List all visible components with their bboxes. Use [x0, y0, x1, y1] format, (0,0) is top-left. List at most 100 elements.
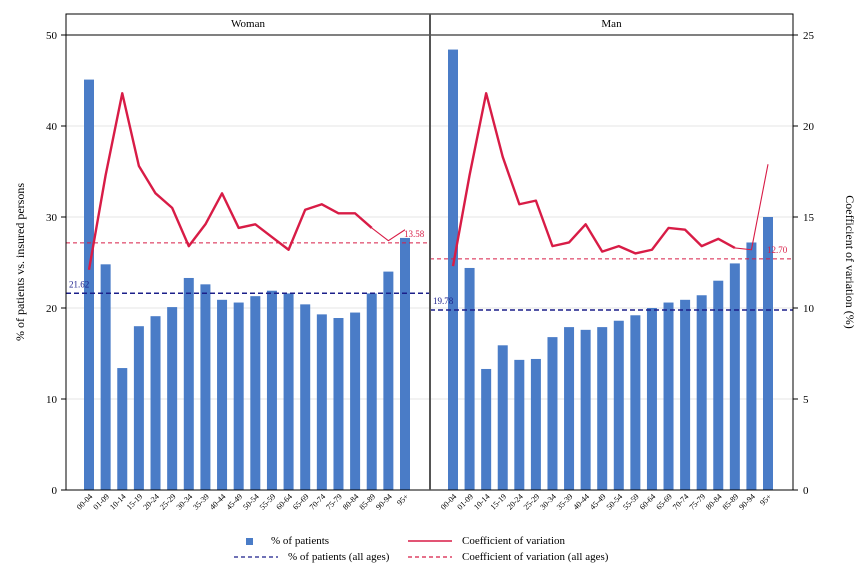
avg-patients-label: 21.62 [69, 279, 89, 289]
legend-label-cv-all: Coefficient of variation (all ages) [462, 551, 609, 563]
bar [729, 263, 740, 490]
x-tick-label: 55-59 [258, 492, 278, 512]
bar [646, 308, 657, 490]
bar [746, 242, 757, 490]
x-tick-label: 15-19 [489, 492, 509, 512]
x-tick-label: 35-39 [191, 492, 211, 512]
y2-axis-title: Coefficient of variation (%) [843, 195, 857, 328]
bar [464, 267, 475, 490]
x-tick-label: 15-19 [125, 492, 145, 512]
x-tick-label: 85-89 [358, 492, 378, 512]
bar [713, 280, 724, 490]
x-tick-label: 50-54 [241, 492, 261, 512]
x-tick-label: 45-49 [225, 492, 245, 512]
y-axis-title: % of patients vs. insured persons [13, 183, 27, 341]
bar [630, 315, 641, 490]
bar [613, 320, 624, 490]
x-tick-label: 90-94 [737, 492, 757, 512]
x-tick-label: 70-74 [308, 492, 328, 512]
bar [366, 293, 377, 490]
bar [150, 316, 161, 490]
x-tick-label: 25-29 [158, 492, 178, 512]
legend-swatch-cv-all-line [408, 556, 452, 558]
legend-swatch-patients-all-line [234, 556, 278, 558]
x-tick-label: 01-09 [455, 492, 475, 512]
x-tick-label: 10-14 [108, 492, 128, 512]
bar [448, 49, 458, 491]
x-tick-label: 50-54 [605, 492, 625, 512]
y-tick-label: 0 [52, 485, 58, 497]
x-tick-label: 75-79 [324, 492, 344, 512]
bar [400, 237, 410, 490]
bar [233, 302, 244, 490]
x-tick-label: 75-79 [688, 492, 708, 512]
cv-line-tail [371, 227, 406, 242]
x-tick-label: 40-44 [571, 492, 591, 512]
bar [217, 299, 228, 490]
bar [680, 299, 691, 490]
panel-title: Woman [231, 18, 265, 30]
bar [350, 312, 361, 490]
y-tick-label: 50 [46, 30, 58, 42]
legend-label-patients: % of patients [271, 535, 330, 547]
bar [763, 217, 773, 490]
x-tick-label: 00-04 [75, 492, 95, 512]
y2-tick-label: 20 [803, 121, 815, 133]
legend-item-patients: % of patients [246, 533, 329, 549]
y2-tick-label: 5 [803, 394, 809, 406]
bar [183, 277, 194, 490]
x-tick-label: 40-44 [208, 492, 228, 512]
legend-item-patients-all: % of patients (all ages) [234, 549, 389, 565]
bar [333, 318, 344, 490]
avg-patients-label: 19.78 [433, 296, 454, 306]
x-tick-label: 01-09 [91, 492, 111, 512]
x-tick-label: 65-69 [291, 492, 311, 512]
x-tick-label: 60-64 [638, 492, 658, 512]
avg-cv-label: 13.58 [404, 229, 425, 239]
x-tick-label: 95+ [758, 492, 774, 508]
bar [514, 359, 525, 490]
y2-tick-label: 15 [803, 212, 815, 224]
legend-item-cv: Coefficient of variation [408, 533, 565, 549]
bar [250, 296, 261, 490]
bar [481, 368, 492, 490]
bar [497, 345, 508, 490]
x-tick-label: 80-84 [704, 492, 724, 512]
bar [167, 307, 178, 490]
x-tick-label: 65-69 [654, 492, 674, 512]
y2-tick-label: 25 [803, 30, 815, 42]
legend-label-cv: Coefficient of variation [462, 535, 566, 547]
x-tick-label: 35-39 [555, 492, 575, 512]
y2-tick-label: 0 [803, 485, 809, 497]
x-tick-label: 20-24 [505, 492, 525, 512]
bar [266, 290, 277, 490]
bar [84, 79, 94, 490]
x-tick-label: 70-74 [671, 492, 691, 512]
y-tick-label: 40 [46, 121, 58, 133]
legend: % of patients Coefficient of variation %… [0, 530, 864, 570]
x-tick-label: 30-34 [538, 492, 558, 512]
bar [530, 358, 541, 490]
bar [133, 326, 144, 490]
bar [564, 327, 575, 490]
bar [580, 329, 591, 490]
legend-swatch-cv-line [408, 540, 452, 542]
x-tick-label: 90-94 [374, 492, 394, 512]
x-tick-label: 80-84 [341, 492, 361, 512]
x-tick-label: 00-04 [439, 492, 459, 512]
bar [117, 368, 128, 490]
bar [383, 271, 394, 490]
bar [200, 284, 211, 490]
cv-line-tail [734, 164, 769, 251]
bar [597, 327, 608, 490]
chart-area: Woman21.6213.5800-0401-0910-1415-1920-24… [13, 13, 857, 512]
bar [663, 302, 674, 490]
y-tick-label: 20 [46, 303, 58, 315]
y-tick-label: 30 [46, 212, 58, 224]
y2-tick-label: 10 [803, 303, 815, 315]
legend-label-patients-all: % of patients (all ages) [288, 551, 390, 563]
x-tick-label: 30-34 [175, 492, 195, 512]
avg-cv-label: 12.70 [767, 245, 788, 255]
bar [300, 304, 311, 490]
x-tick-label: 20-24 [141, 492, 161, 512]
